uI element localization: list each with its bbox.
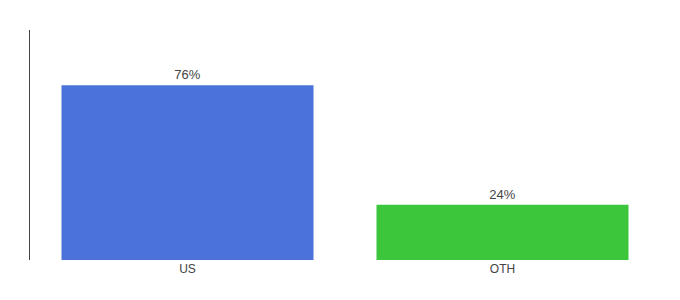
svg-text:76%: 76% — [174, 67, 200, 82]
svg-text:US: US — [179, 262, 196, 276]
svg-text:24%: 24% — [489, 187, 515, 202]
svg-text:OTH: OTH — [490, 262, 515, 276]
